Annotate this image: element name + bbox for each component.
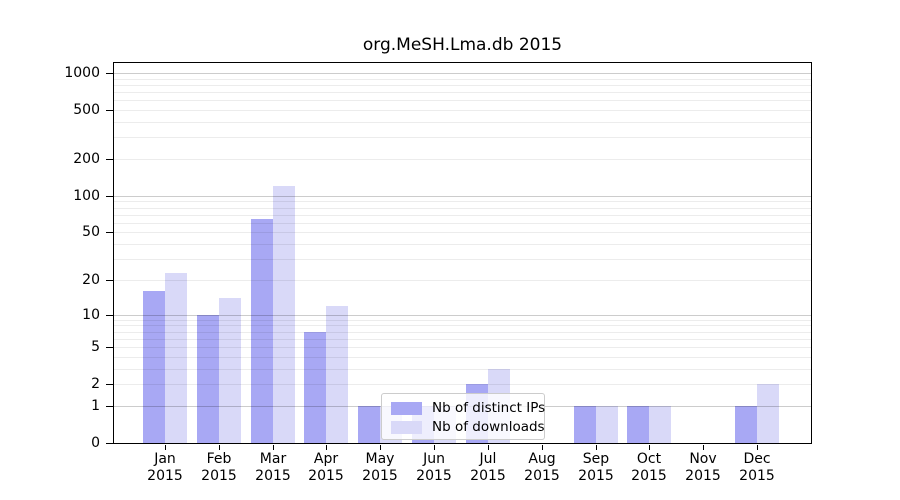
- gridline: [114, 332, 811, 333]
- bar: [358, 406, 380, 443]
- gridline: [114, 259, 811, 260]
- x-tick: [326, 445, 327, 450]
- gridline: [114, 232, 811, 233]
- bar: [735, 406, 757, 443]
- y-tick-label: 200: [73, 151, 100, 167]
- x-tick-label: Jun 2015: [416, 451, 452, 484]
- x-tick: [649, 445, 650, 450]
- x-tick-label: Mar 2015: [255, 451, 291, 484]
- legend-swatch-distinct-ips: [391, 402, 422, 415]
- x-tick: [219, 445, 220, 450]
- y-tick: [106, 196, 113, 197]
- y-tick: [106, 232, 113, 233]
- plot-area: Nb of distinct IPs Nb of downloads: [113, 62, 812, 444]
- gridline: [114, 325, 811, 326]
- gridline: [114, 369, 811, 370]
- x-tick-label: Nov 2015: [685, 451, 721, 484]
- chart-title: org.MeSH.Lma.db 2015: [362, 35, 563, 55]
- bar: [627, 406, 649, 443]
- bar: [574, 406, 596, 443]
- gridline: [114, 339, 811, 340]
- y-tick: [106, 384, 113, 385]
- bar: [596, 406, 618, 443]
- bar: [273, 186, 295, 443]
- y-tick-label: 5: [91, 339, 100, 355]
- gridline: [114, 315, 811, 316]
- y-tick-label: 1000: [64, 65, 100, 81]
- x-tick-label: Jul 2015: [470, 451, 506, 484]
- gridline: [114, 320, 811, 321]
- x-tick-label: Feb 2015: [201, 451, 237, 484]
- y-tick-label: 100: [73, 188, 100, 204]
- x-tick: [703, 445, 704, 450]
- gridline: [114, 122, 811, 123]
- legend-label-distinct-ips: Nb of distinct IPs: [432, 400, 546, 416]
- y-tick: [106, 347, 113, 348]
- y-tick-label: 1: [91, 398, 100, 414]
- y-tick-label: 50: [82, 224, 100, 240]
- x-tick-label: Jan 2015: [147, 451, 183, 484]
- x-tick: [596, 445, 597, 450]
- y-tick: [106, 443, 113, 444]
- bar: [197, 315, 219, 443]
- gridline: [114, 79, 811, 80]
- gridline: [114, 85, 811, 86]
- gridline: [114, 110, 811, 111]
- y-tick: [106, 406, 113, 407]
- gridline: [114, 196, 811, 197]
- bar: [326, 306, 348, 443]
- x-tick: [273, 445, 274, 450]
- bar: [219, 298, 241, 443]
- x-tick-label: Aug 2015: [524, 451, 560, 484]
- x-tick-label: Oct 2015: [631, 451, 667, 484]
- y-tick-label: 0: [91, 435, 100, 451]
- y-tick: [106, 280, 113, 281]
- legend-swatch-downloads: [391, 421, 422, 434]
- y-tick: [106, 73, 113, 74]
- gridline: [114, 244, 811, 245]
- x-tick: [165, 445, 166, 450]
- x-tick: [488, 445, 489, 450]
- gridline: [114, 215, 811, 216]
- y-tick: [106, 110, 113, 111]
- y-tick: [106, 159, 113, 160]
- gridline: [114, 201, 811, 202]
- y-tick: [106, 315, 113, 316]
- legend-item-distinct-ips: Nb of distinct IPs: [391, 400, 545, 417]
- bar: [304, 332, 326, 443]
- gridline: [114, 357, 811, 358]
- gridline: [114, 159, 811, 160]
- gridline: [114, 347, 811, 348]
- bar: [165, 273, 187, 443]
- x-tick: [380, 445, 381, 450]
- bar: [251, 219, 273, 443]
- gridline: [114, 100, 811, 101]
- legend-label-downloads: Nb of downloads: [432, 419, 545, 435]
- legend-item-downloads: Nb of downloads: [391, 419, 545, 436]
- bar: [649, 406, 671, 443]
- x-tick-label: Dec 2015: [739, 451, 775, 484]
- bar: [143, 291, 165, 443]
- gridline: [114, 280, 811, 281]
- x-tick: [434, 445, 435, 450]
- gridline: [114, 208, 811, 209]
- gridline: [114, 137, 811, 138]
- gridline: [114, 384, 811, 385]
- x-tick: [757, 445, 758, 450]
- y-tick-label: 2: [91, 376, 100, 392]
- x-tick-label: Sep 2015: [578, 451, 614, 484]
- y-tick-label: 10: [82, 307, 100, 323]
- legend: Nb of distinct IPs Nb of downloads: [381, 393, 545, 440]
- x-tick-label: Apr 2015: [308, 451, 344, 484]
- y-tick-label: 20: [82, 272, 100, 288]
- bar: [757, 384, 779, 443]
- gridline: [114, 73, 811, 74]
- y-tick-label: 500: [73, 102, 100, 118]
- x-tick: [542, 445, 543, 450]
- gridline: [114, 223, 811, 224]
- x-tick-label: May 2015: [362, 451, 398, 484]
- gridline: [114, 92, 811, 93]
